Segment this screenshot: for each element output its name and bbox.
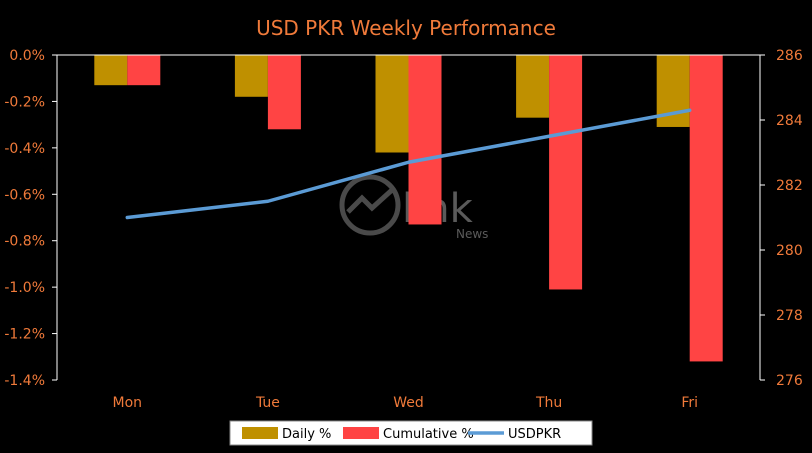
bar-cumulative-thu	[549, 55, 583, 290]
bar-daily-wed	[375, 55, 409, 153]
legend-label: Cumulative %	[383, 427, 474, 442]
y-left-tick-label: -1.0%	[4, 280, 45, 296]
x-tick-label: Wed	[393, 395, 424, 411]
bar-daily-tue	[234, 55, 268, 97]
y-right-tick-label: 286	[776, 48, 803, 64]
y-right-tick-label: 276	[776, 373, 803, 389]
bar-daily-thu	[516, 55, 550, 118]
x-tick-label: Mon	[113, 395, 143, 411]
bars-layer	[94, 55, 723, 362]
legend: Daily % Cumulative % USDPKR	[229, 420, 593, 446]
y-left-tick-label: -1.2%	[4, 327, 45, 343]
watermark-subtext: News	[456, 227, 488, 241]
y-left-tick-label: -0.2%	[4, 94, 45, 110]
y-right-tick-label: 278	[776, 308, 803, 324]
bar-cumulative-fri	[689, 55, 723, 362]
y-left-tick-label: -1.4%	[4, 373, 45, 389]
legend-box	[229, 420, 593, 446]
x-tick-label: Thu	[535, 395, 562, 411]
y-right-tick-label: 284	[776, 113, 803, 129]
legend-label: Daily %	[282, 427, 331, 442]
y-left-tick-label: -0.4%	[4, 141, 45, 157]
chart-title: USD PKR Weekly Performance	[256, 16, 556, 40]
watermark-chart-icon	[346, 188, 394, 214]
y-right-tick-label: 280	[776, 243, 803, 259]
bar-cumulative-tue	[267, 55, 301, 130]
line-layer	[125, 108, 692, 220]
y-left-tick-label: 0.0%	[9, 48, 45, 64]
legend-label: USDPKR	[508, 427, 561, 442]
y-right-tick-label: 282	[776, 178, 803, 194]
x-tick-label: Tue	[255, 395, 280, 411]
legend-swatch	[242, 427, 278, 439]
bar-cumulative-wed	[408, 55, 442, 225]
y-left-tick-label: -0.6%	[4, 187, 45, 203]
y-left-tick-label: -0.8%	[4, 234, 45, 250]
x-tick-label: Fri	[681, 395, 698, 411]
bar-daily-mon	[94, 55, 128, 86]
bar-cumulative-mon	[127, 55, 161, 86]
legend-swatch	[343, 427, 379, 439]
axes-layer: 0.0% -0.2% -0.4% -0.6% -0.8% -1.0% -1.2% -1.4% 2…	[4, 48, 802, 411]
watermark-logo-icon	[339, 174, 401, 236]
